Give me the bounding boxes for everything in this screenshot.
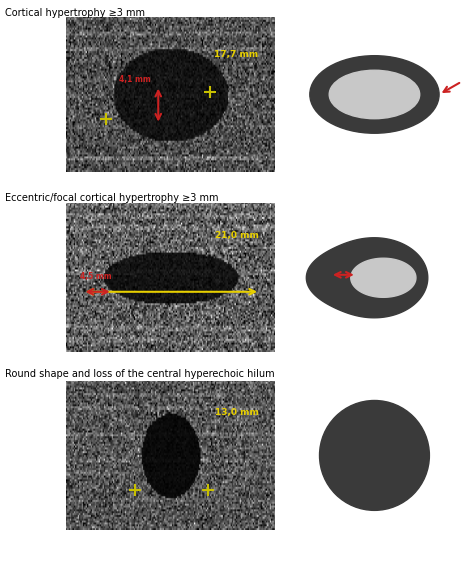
Polygon shape	[351, 258, 416, 297]
Text: Cortical hypertrophy ≥3 mm: Cortical hypertrophy ≥3 mm	[5, 8, 145, 19]
Circle shape	[319, 400, 429, 510]
Ellipse shape	[310, 56, 439, 133]
Text: 4,1 mm: 4,1 mm	[119, 75, 151, 84]
Text: Eccentric/focal cortical hypertrophy ≥3 mm: Eccentric/focal cortical hypertrophy ≥3 …	[5, 193, 218, 203]
Polygon shape	[306, 238, 428, 318]
Ellipse shape	[329, 70, 419, 118]
Text: Round shape and loss of the central hyperechoic hilum: Round shape and loss of the central hype…	[5, 369, 274, 380]
Text: 17,7 mm: 17,7 mm	[214, 50, 259, 59]
Text: 4,5 mm: 4,5 mm	[80, 272, 111, 281]
Text: 21,0 mm: 21,0 mm	[215, 231, 258, 240]
Text: 13,0 mm: 13,0 mm	[215, 408, 258, 417]
